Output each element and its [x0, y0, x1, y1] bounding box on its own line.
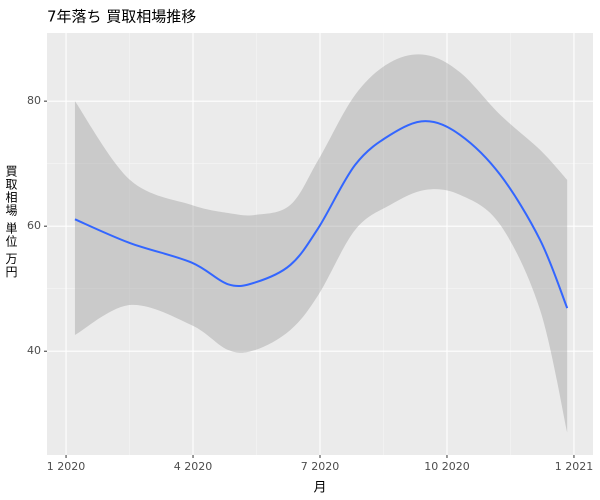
- x-tick-label: 7 2020: [301, 460, 340, 473]
- y-tick-label: 80: [27, 94, 41, 107]
- x-tick-label: 1 2021: [555, 460, 594, 473]
- y-tick-label: 40: [27, 344, 41, 357]
- smooth-line: [74, 120, 569, 309]
- x-tick-label: 10 2020: [424, 460, 470, 473]
- x-tick-label: 1 2020: [47, 460, 86, 473]
- x-tick-label: 4 2020: [174, 460, 213, 473]
- confidence-band: [74, 54, 568, 433]
- chart-title: 7年落ち 買取相場推移: [47, 8, 196, 26]
- y-axis-label: 買取相場 単位 万円: [4, 165, 18, 279]
- y-tick-label: 60: [27, 219, 41, 232]
- x-axis-label: 月: [313, 481, 326, 496]
